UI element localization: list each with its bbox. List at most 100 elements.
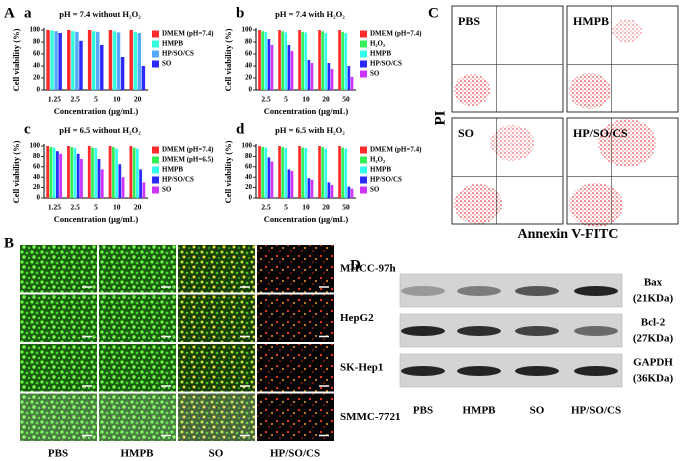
legend-label: H₂O₂ (370, 40, 385, 48)
group-label: HMPB (121, 448, 155, 460)
bar (87, 146, 91, 198)
bar (46, 146, 50, 198)
legend-swatch (152, 30, 159, 38)
protein-label: Bax (644, 277, 663, 289)
bar (79, 40, 83, 90)
group-label: HMPB (463, 405, 497, 417)
bar (71, 31, 75, 90)
y-tick-label: 40 (33, 62, 41, 70)
bar (278, 30, 281, 90)
bar (97, 159, 101, 198)
bar (321, 31, 324, 90)
bar (129, 30, 133, 90)
bar (301, 147, 304, 198)
x-tick-label: 5 (284, 95, 288, 104)
subplot-title: pH = 6.5 without H₂O₂ (59, 125, 141, 135)
legend-swatch (360, 30, 367, 38)
bar (284, 32, 288, 90)
bar (324, 148, 328, 198)
x-tick-label: 20 (322, 95, 330, 104)
legend-swatch (152, 60, 159, 68)
legend-label: DMEM (pH=6.5) (162, 156, 214, 164)
cell-cluster (598, 119, 656, 167)
bar (73, 148, 77, 198)
bar (327, 182, 331, 198)
y-tick-label: 100 (242, 26, 253, 34)
bar (121, 177, 125, 198)
bar (129, 146, 133, 198)
bar (94, 148, 98, 198)
bar (290, 170, 294, 198)
bar (56, 151, 59, 198)
y-tick-label: 0 (37, 86, 41, 94)
y-tick-label: 60 (245, 162, 253, 170)
micrograph (20, 393, 97, 441)
y-tick-label: 40 (245, 173, 253, 181)
y-tick-label: 80 (33, 152, 41, 160)
bar (87, 30, 92, 90)
x-tick-label: 1.25 (48, 203, 61, 212)
x-tick-label: 10 (113, 203, 121, 212)
band (574, 286, 618, 296)
x-tick-label: 2.5 (261, 95, 271, 104)
y-tick-label: 100 (242, 142, 253, 150)
y-tick-label: 60 (245, 50, 253, 58)
bar (307, 178, 311, 198)
protein-size: (27KDa) (633, 333, 674, 345)
group-label: SO (209, 448, 224, 460)
y-tick-label: 20 (245, 74, 253, 82)
micrograph (257, 344, 334, 392)
legend-label: HP/SO/CS (370, 176, 402, 184)
y-tick-label: 0 (249, 86, 253, 94)
bar (338, 146, 341, 198)
y-tick-label: 100 (30, 142, 41, 150)
subplot-title: pH = 7.4 without H₂O₂ (59, 9, 141, 19)
band (574, 326, 618, 336)
band (515, 286, 559, 296)
panel-label: B (4, 235, 14, 251)
bar (120, 57, 125, 90)
y-tick-label: 0 (37, 194, 41, 202)
bar (327, 63, 331, 90)
bar (304, 148, 308, 198)
y-axis-label: Cell viability (%) (223, 28, 233, 91)
cell-cluster (569, 183, 623, 227)
bar (100, 45, 104, 90)
bar (50, 30, 54, 91)
sample-label: HP/SO/CS (573, 126, 628, 140)
legend-label: HMPB (162, 40, 183, 48)
bar (267, 157, 271, 198)
bar (58, 33, 62, 90)
bar (133, 31, 137, 90)
bar (318, 146, 321, 198)
bar (137, 33, 142, 90)
y-tick-label: 0 (249, 194, 253, 202)
legend-swatch (152, 166, 159, 174)
subplot-label: a (24, 5, 32, 21)
subplot-title: pH = 6.5 with H₂O₂ (275, 125, 345, 135)
legend-label: SO (370, 186, 380, 194)
legend-label: DMEM (pH=7.4) (162, 146, 214, 154)
bar (341, 147, 344, 198)
bar (298, 146, 301, 198)
legend-swatch (360, 40, 367, 48)
x-tick-label: 50 (342, 95, 350, 104)
bar (75, 31, 79, 90)
micrograph (99, 344, 176, 392)
bar (135, 148, 139, 198)
x-tick-label: 5 (284, 203, 288, 212)
bar (267, 39, 271, 90)
cell-cluster (454, 184, 502, 224)
cell-cluster (454, 74, 490, 106)
bar (264, 147, 268, 198)
bar (70, 147, 74, 198)
subplot-label: d (236, 121, 245, 137)
legend-label: HP/SO/CS (162, 176, 194, 184)
bar (298, 30, 301, 90)
bar (49, 147, 53, 198)
legend-label: HMPB (370, 166, 391, 174)
bar (344, 33, 348, 90)
legend-swatch (152, 186, 159, 194)
group-label: HP/SO/CS (571, 405, 621, 417)
